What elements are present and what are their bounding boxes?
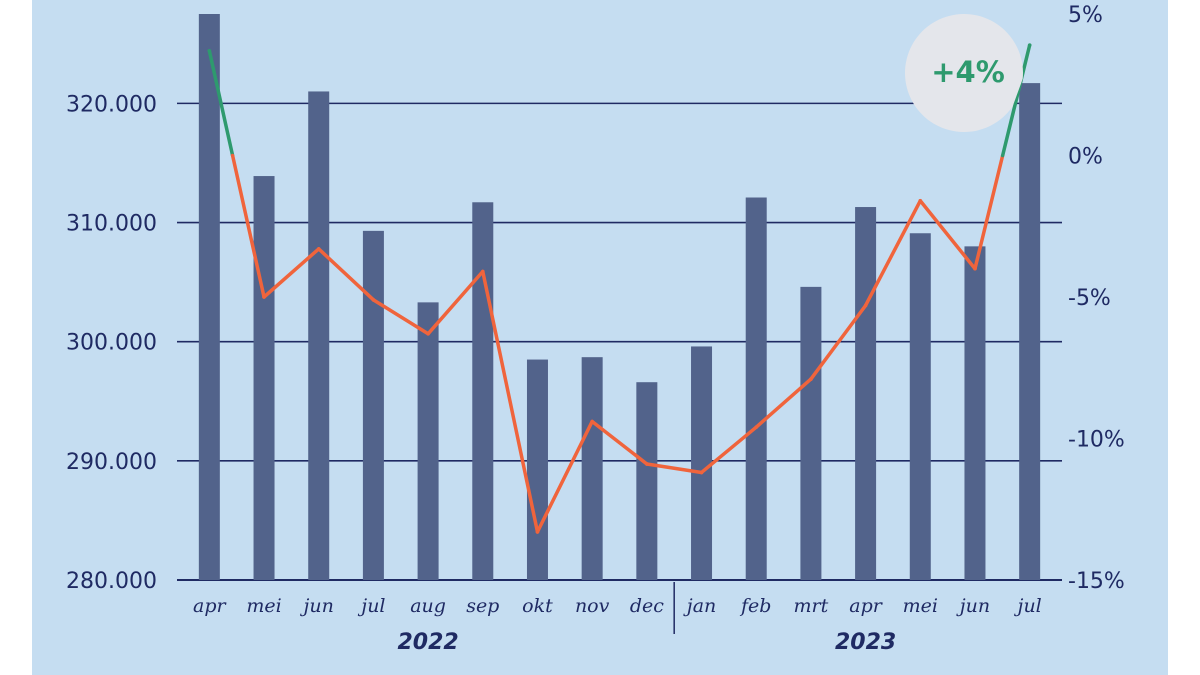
line-segment xyxy=(426,269,485,336)
line-segment xyxy=(230,153,266,299)
bar xyxy=(308,91,330,580)
line-point xyxy=(426,331,430,336)
line-segment xyxy=(316,247,376,302)
line-point xyxy=(973,266,977,271)
x-tick-label: jun xyxy=(956,595,990,617)
bar xyxy=(253,176,275,580)
line-point xyxy=(1027,43,1032,47)
line-point xyxy=(535,530,540,534)
x-tick-label: apr xyxy=(193,595,227,617)
line-segment xyxy=(262,247,321,299)
line-segment xyxy=(645,462,704,475)
bar xyxy=(198,14,220,580)
line-segment xyxy=(371,298,430,336)
year-label: 2022 xyxy=(397,630,458,655)
line-segment xyxy=(918,199,977,271)
line-point xyxy=(371,298,376,302)
line-point xyxy=(207,48,212,53)
y-left-tick-label: 320.000 xyxy=(66,92,157,117)
y-left-tick-label: 300.000 xyxy=(66,331,157,356)
chart-panel: 280.000 290.000 300.000 310.000 320.000 -15%… xyxy=(32,0,1168,675)
line-point xyxy=(590,419,594,424)
line-point xyxy=(754,425,759,429)
bar xyxy=(526,359,548,580)
line-segment xyxy=(1000,43,1032,158)
line-point xyxy=(645,462,649,466)
line-segment xyxy=(699,425,758,475)
bar xyxy=(417,302,439,580)
line-segment xyxy=(809,303,868,381)
y-right-tick-label: -10% xyxy=(1068,428,1125,453)
x-tick-label: aug xyxy=(410,595,446,617)
bar xyxy=(362,230,384,580)
bar xyxy=(909,233,931,580)
chart: 280.000 290.000 300.000 310.000 320.000 -15%… xyxy=(66,3,1125,655)
line-point xyxy=(480,269,485,274)
line-point xyxy=(918,198,923,203)
bar xyxy=(1019,83,1041,581)
x-tick-label: jul xyxy=(357,595,385,617)
x-tick-label: mrt xyxy=(794,595,829,617)
x-tick-label: jul xyxy=(1014,595,1042,617)
annotation-label: +4% xyxy=(931,55,1005,89)
line-point xyxy=(699,470,704,475)
x-tick-label: apr xyxy=(849,595,883,617)
bar xyxy=(964,246,986,580)
line-point xyxy=(262,295,266,299)
line-segment xyxy=(590,419,649,466)
year-label: 2023 xyxy=(835,630,896,655)
bar xyxy=(855,207,877,581)
line-point xyxy=(316,247,321,251)
x-tick-label: dec xyxy=(630,595,664,617)
y-left-tick-label: 290.000 xyxy=(66,450,157,475)
callout-bubble-shape xyxy=(904,13,1023,132)
line-segment xyxy=(207,49,235,158)
x-tick-label: okt xyxy=(522,595,553,617)
x-tick-label: mei xyxy=(903,595,938,617)
y-right-tick-label: 0% xyxy=(1068,145,1103,170)
line-point xyxy=(809,377,813,381)
bar xyxy=(472,202,494,580)
bar xyxy=(800,286,822,580)
x-tick-label: jan xyxy=(683,595,716,617)
callout-bubble: +4% xyxy=(904,13,1023,132)
line-point xyxy=(863,303,868,308)
bar xyxy=(745,197,767,580)
x-tick-label: feb xyxy=(739,595,771,617)
bar xyxy=(691,346,713,580)
x-tick-label: nov xyxy=(575,595,610,617)
line-segment xyxy=(481,269,540,534)
y-left-tick-label: 310.000 xyxy=(66,212,157,237)
bar xyxy=(636,382,658,580)
y-right-tick-label: -5% xyxy=(1068,286,1111,311)
y-right-tick-label: 5% xyxy=(1068,3,1103,28)
y-left-tick-label: 280.000 xyxy=(66,569,157,594)
x-tick-label: mei xyxy=(246,595,281,617)
x-tick-label: sep xyxy=(466,595,499,617)
line-segment xyxy=(535,419,594,534)
line-segment xyxy=(863,199,923,308)
line-segment xyxy=(754,377,813,429)
x-tick-label: jun xyxy=(300,595,334,617)
line-segment xyxy=(973,153,1005,271)
y-right-tick-label: -15% xyxy=(1068,569,1125,594)
bar xyxy=(581,357,603,580)
